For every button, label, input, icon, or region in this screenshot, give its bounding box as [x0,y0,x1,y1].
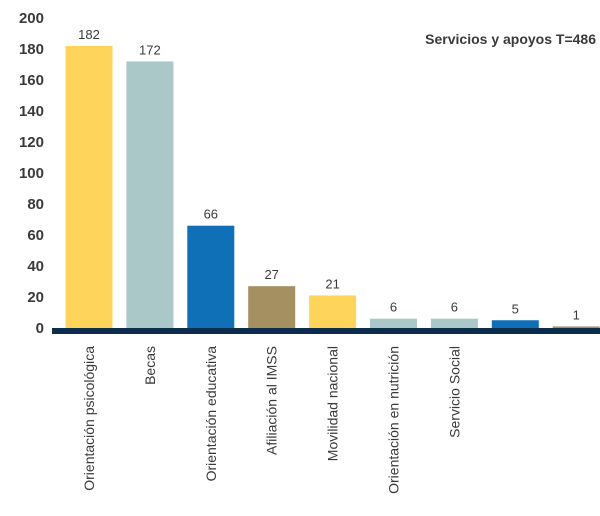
category-label: Orientación psicológica [81,346,97,491]
bar [430,318,478,328]
y-tick-label: 0 [36,320,44,337]
category-labels: Orientación psicológica Becas Orientación … [81,346,462,494]
category-label: Servicio Social [446,346,462,438]
y-tick-label: 80 [27,196,44,213]
y-tick-label: 160 [19,72,44,89]
data-label: 27 [264,267,278,282]
x-axis-baseline [52,328,600,334]
category-label: Orientación en nutrición [386,346,402,494]
y-tick-label: 140 [19,103,44,120]
data-label: 172 [139,42,161,57]
bar [370,318,417,328]
y-tick-label: 200 [19,10,44,27]
bar [309,295,357,328]
data-label: 6 [390,300,397,315]
y-tick-label: 120 [19,134,44,151]
bar [65,45,113,329]
y-tick-label: 60 [27,227,44,244]
data-label: 5 [512,301,519,316]
y-axis-ticks: 0 20 40 60 80 100 120 140 160 180 200 [19,10,44,337]
category-label: Orientación educativa [203,346,219,482]
bar [491,320,539,328]
data-label: 1 [573,307,580,322]
y-tick-label: 180 [19,41,44,58]
data-label: 21 [325,276,339,291]
data-label: 66 [204,207,218,222]
bar [552,326,600,328]
data-label: 182 [78,27,100,42]
category-label: Afiliación al IMSS [264,346,280,455]
category-label: Becas [142,346,158,385]
y-tick-label: 20 [27,289,44,306]
category-label: Movilidad nacional [325,346,341,461]
data-label: 6 [451,300,458,315]
chart-title: Servicios y apoyos T=486 [425,31,596,47]
bar [187,225,235,328]
bar [126,61,174,329]
bars [65,45,600,329]
y-tick-label: 40 [27,258,44,275]
bar [248,286,296,328]
y-tick-label: 100 [19,165,44,182]
